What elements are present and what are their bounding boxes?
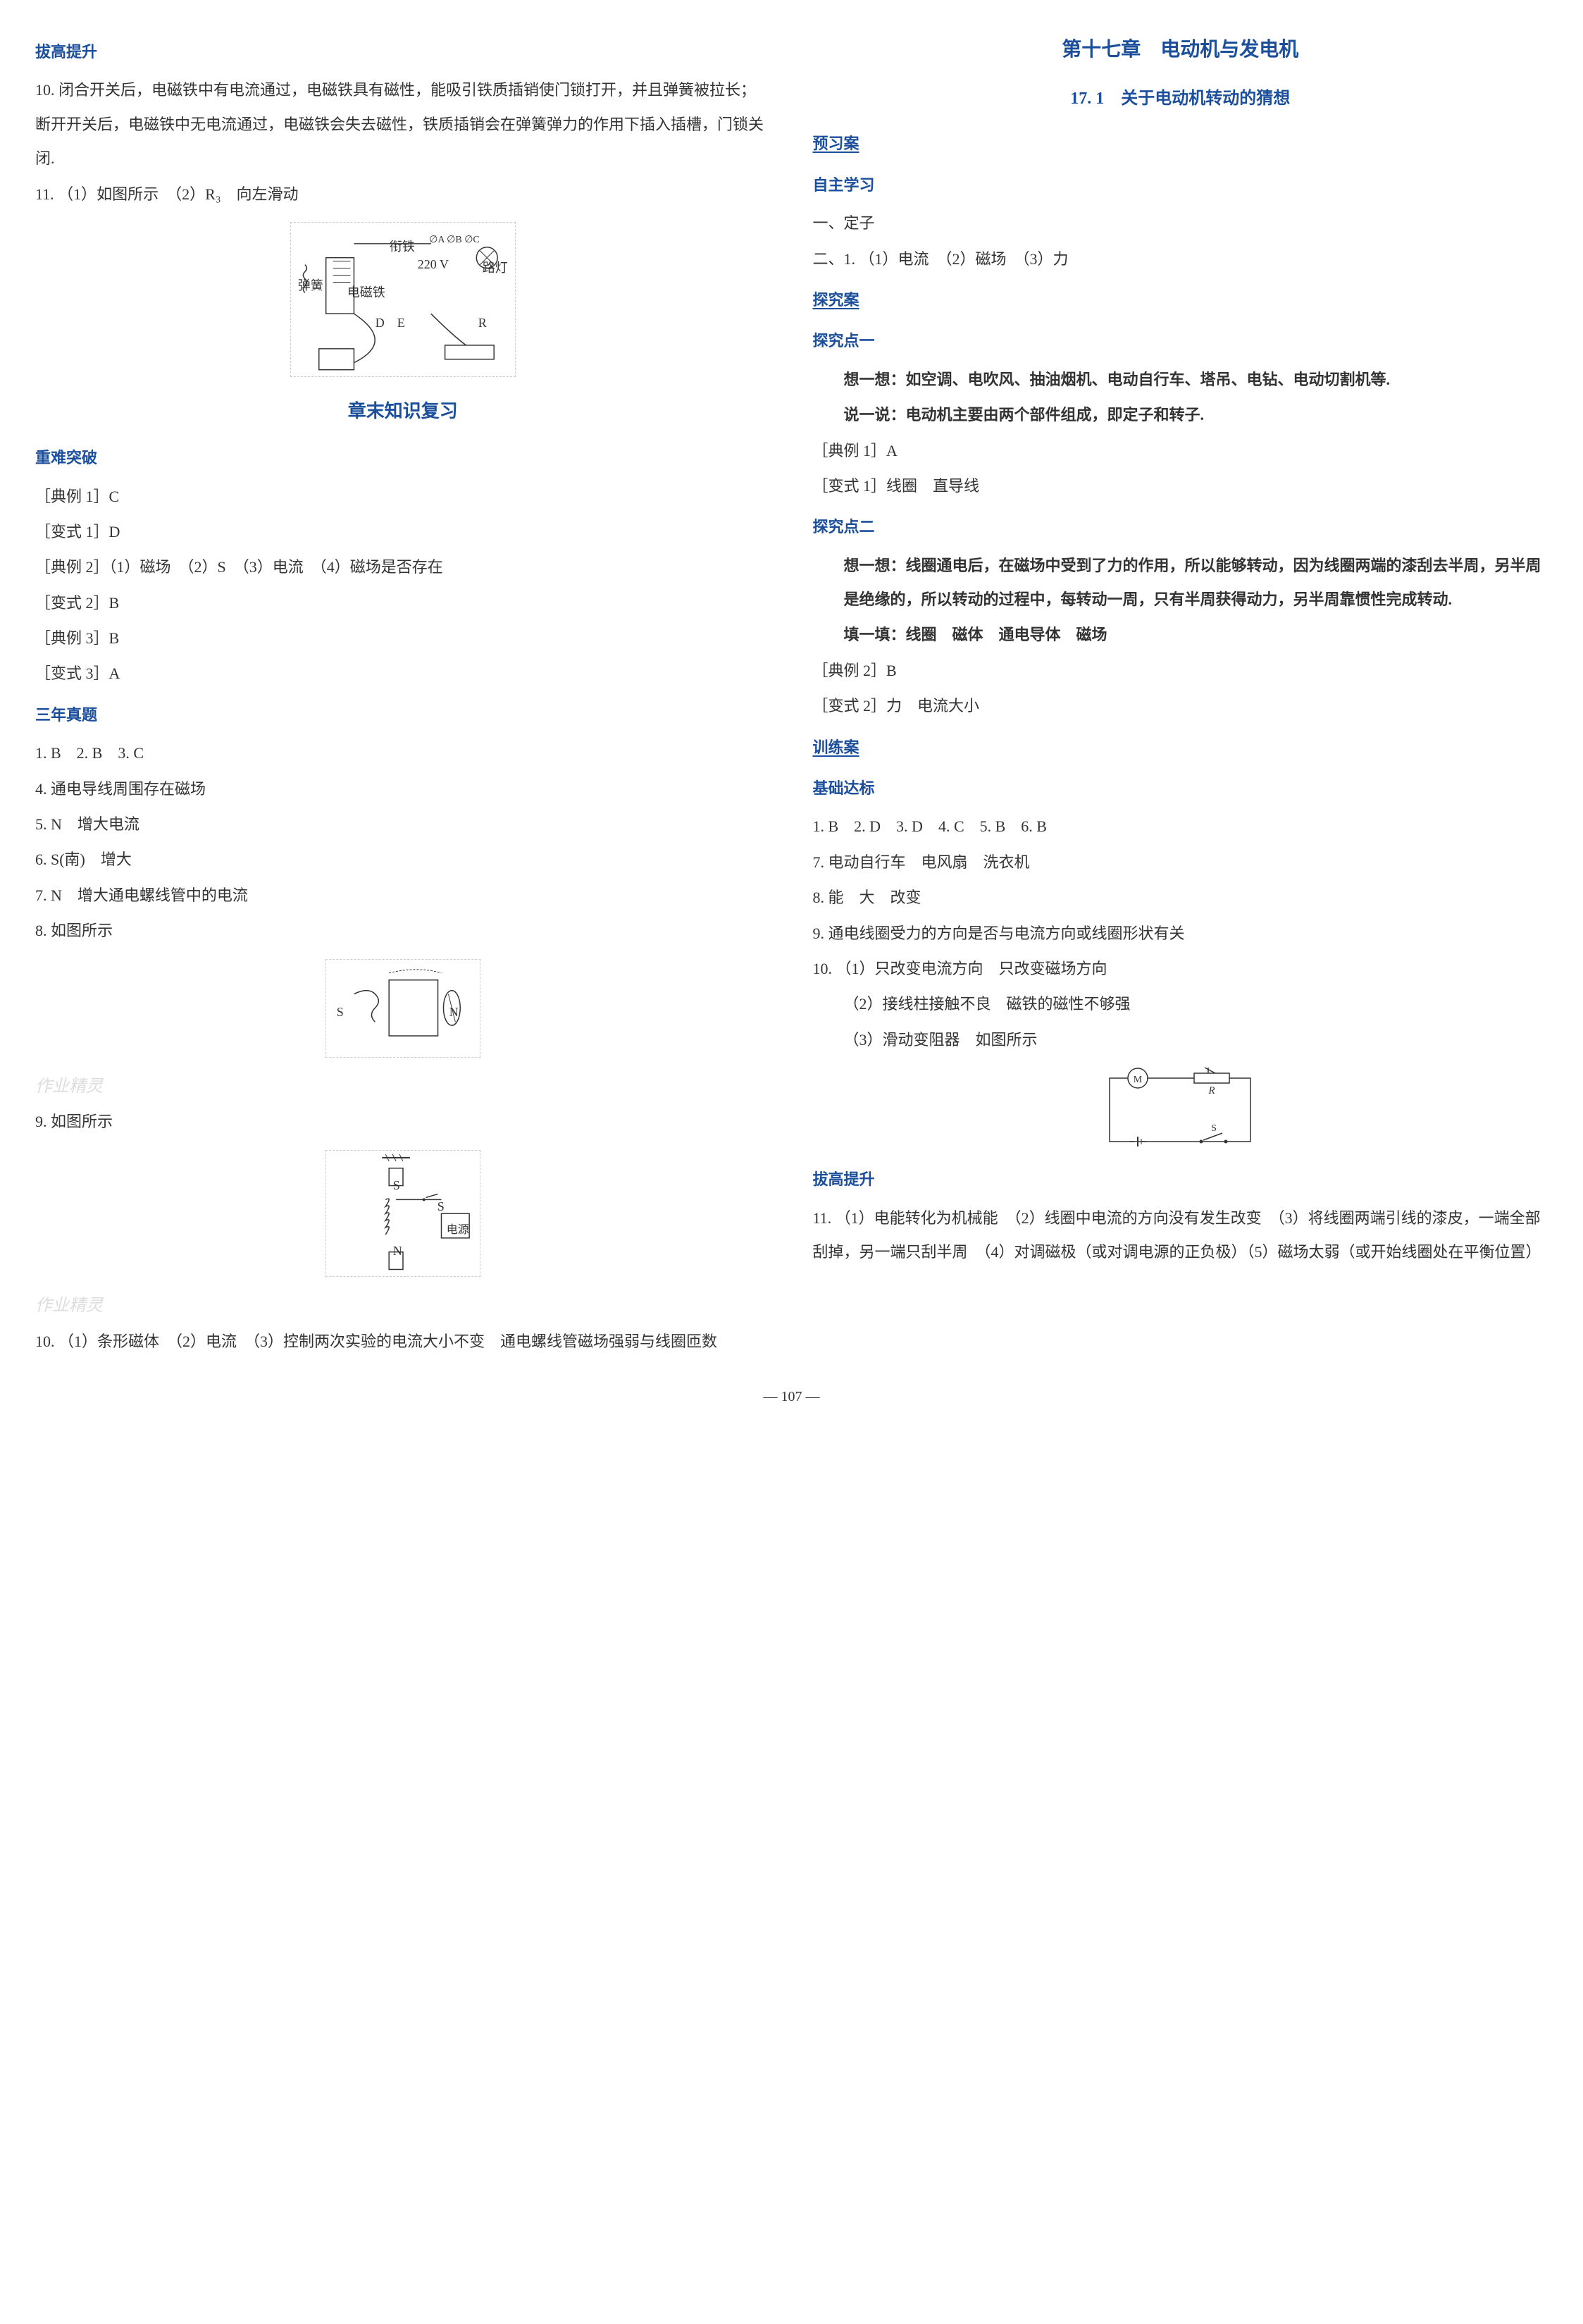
- page-number: — 107 —: [35, 1381, 1548, 1412]
- ex-1: ［典例 1］A: [813, 434, 1548, 468]
- item-10-text: 10. 闭合开关后，电磁铁中有电流通过，电磁铁具有磁性，能吸引铁质插销使门锁打开…: [35, 81, 764, 167]
- enhance-11: 11. （1）电能转化为机械能 （2）线圈中电流的方向没有发生改变 （3）将线圈…: [813, 1201, 1548, 1270]
- basic-8: 8. 能 大 改变: [813, 881, 1548, 915]
- heading-preview: 预习案: [813, 127, 1548, 161]
- basic-1-6: 1. B 2. D 3. D 4. C 5. B 6. B: [813, 810, 1548, 843]
- heading-explore-1: 探究点一: [813, 324, 1548, 358]
- label-r: R: [478, 309, 487, 338]
- variant-3: ［变式 3］A: [35, 657, 771, 691]
- basic-9: 9. 通电线圈受力的方向是否与电流方向或线圈形状有关: [813, 917, 1548, 951]
- right-column: 第十七章 电动机与发电机 17. 1 关于电动机转动的猜想 预习案 自主学习 一…: [813, 28, 1548, 1360]
- section-title: 17. 1 关于电动机转动的猜想: [813, 80, 1548, 118]
- q6: 6. S(南) 增大: [35, 843, 771, 877]
- heading-breakthrough: 重难突破: [35, 441, 771, 475]
- item-10: 10. 闭合开关后，电磁铁中有电流通过，电磁铁具有磁性，能吸引铁质插销使门锁打开…: [35, 73, 771, 175]
- circuit-svg-9: [326, 1151, 480, 1276]
- variant-2: ［变式 2］B: [35, 586, 771, 620]
- chapter-title: 第十七章 电动机与发电机: [813, 28, 1548, 72]
- example-1: ［典例 1］C: [35, 480, 771, 514]
- label-voltage: 220 V: [418, 251, 449, 279]
- label-lamp: 路灯: [483, 254, 508, 283]
- think-2-text: 想一想：线圈通电后，在磁场中受到了力的作用，所以能够转动，因为线圈两端的漆刮去半…: [844, 557, 1541, 608]
- left-column: 拔高提升 10. 闭合开关后，电磁铁中有电流通过，电磁铁具有磁性，能吸引铁质插销…: [35, 28, 771, 1360]
- basic-10-1: 10. （1）只改变电流方向 只改变磁场方向: [813, 952, 1548, 986]
- fig9-n: N: [393, 1237, 402, 1266]
- fig8-n: N: [449, 999, 459, 1027]
- label-terminals: ∅A ∅B ∅C: [429, 230, 480, 252]
- label-electromagnet: 电磁铁: [347, 279, 385, 307]
- fill-1: 填一填：线圈 磁体 通电导体 磁场: [813, 618, 1548, 652]
- var-2: ［变式 2］力 电流大小: [813, 689, 1548, 723]
- q7: 7. N 增大通电螺线管中的电流: [35, 879, 771, 913]
- think-2: 想一想：线圈通电后，在磁场中受到了力的作用，所以能够转动，因为线圈两端的漆刮去半…: [813, 549, 1548, 617]
- heading-explore-2: 探究点二: [813, 510, 1548, 544]
- heading-self-study: 自主学习: [813, 168, 1548, 202]
- q8: 8. 如图所示: [35, 914, 771, 948]
- heading-basic: 基础达标: [813, 772, 1548, 805]
- q9: 9. 如图所示: [35, 1105, 771, 1139]
- example-2: ［典例 2］（1）磁场 （2）S （3）电流 （4）磁场是否存在: [35, 550, 771, 584]
- speak-1-text: 说一说：电动机主要由两个部件组成，即定子和转子.: [844, 406, 1205, 424]
- heading-enhance-left: 拔高提升: [35, 35, 771, 69]
- item-11: 11. （1）如图所示 （2）R₃ 向左滑动: [35, 178, 771, 211]
- speak-1: 说一说：电动机主要由两个部件组成，即定子和转子.: [813, 398, 1548, 432]
- watermark-1: 作业精灵: [35, 1068, 771, 1106]
- variant-1: ［变式 1］D: [35, 515, 771, 549]
- fig9-switch: S: [437, 1193, 445, 1221]
- basic-7: 7. 电动自行车 电风扇 洗衣机: [813, 846, 1548, 879]
- think-1-text: 想一想：如空调、电吹风、抽油烟机、电动自行车、塔吊、电钻、电动切割机等.: [844, 371, 1391, 388]
- label-m: M: [1134, 1075, 1143, 1085]
- heading-training: 训练案: [813, 731, 1548, 765]
- heading-enhance-right: 拔高提升: [813, 1163, 1548, 1197]
- label-s-switch: S: [1211, 1123, 1217, 1134]
- example-3: ［典例 3］B: [35, 622, 771, 655]
- heading-three-years: 三年真题: [35, 698, 771, 732]
- figure-8-solenoid: S N: [325, 959, 480, 1058]
- fill-1-text: 填一填：线圈 磁体 通电导体 磁场: [844, 626, 1107, 643]
- q5: 5. N 增大电流: [35, 808, 771, 841]
- q4: 4. 通电导线周围存在磁场: [35, 772, 771, 806]
- fig9-power: 电源: [447, 1218, 469, 1242]
- basic-10-3: （3）滑动变阻器 如图所示: [813, 1023, 1548, 1057]
- line-2: 二、1. （1）电流 （2）磁场 （3）力: [813, 242, 1548, 276]
- fig9-s: S: [393, 1172, 400, 1200]
- ex-2: ［典例 2］B: [813, 654, 1548, 688]
- think-1: 想一想：如空调、电吹风、抽油烟机、电动自行车、塔吊、电钻、电动切割机等.: [813, 363, 1548, 397]
- label-de: D E: [375, 309, 405, 338]
- basic-10-2: （2）接线柱接触不良 磁铁的磁性不够强: [813, 987, 1548, 1021]
- line-1: 一、定子: [813, 206, 1548, 240]
- label-r-circuit: R: [1208, 1085, 1215, 1096]
- fig8-s: S: [337, 999, 344, 1027]
- q10-left: 10. （1）条形磁体 （2）电流 （3）控制两次实验的电流大小不变 通电螺线管…: [35, 1325, 771, 1359]
- figure-9-circuit: S N 电源 S: [325, 1150, 480, 1277]
- label-spring: 弹簧: [298, 272, 323, 300]
- q1-3: 1. B 2. B 3. C: [35, 736, 771, 770]
- var-1: ［变式 1］线圈 直导线: [813, 469, 1548, 503]
- watermark-2: 作业精灵: [35, 1287, 771, 1325]
- figure-11-circuit: 弹簧 电磁铁 衔铁 220 V 路灯 ∅A ∅B ∅C D E R: [290, 222, 516, 377]
- circuit-svg-10: M R S: [1095, 1064, 1265, 1156]
- page-container: 拔高提升 10. 闭合开关后，电磁铁中有电流通过，电磁铁具有磁性，能吸引铁质插销…: [35, 28, 1548, 1360]
- label-iron: 衔铁: [390, 233, 415, 261]
- heading-explore: 探究案: [813, 283, 1548, 317]
- figure-10-circuit: M R S: [1095, 1064, 1265, 1156]
- review-title: 章末知识复习: [35, 391, 771, 431]
